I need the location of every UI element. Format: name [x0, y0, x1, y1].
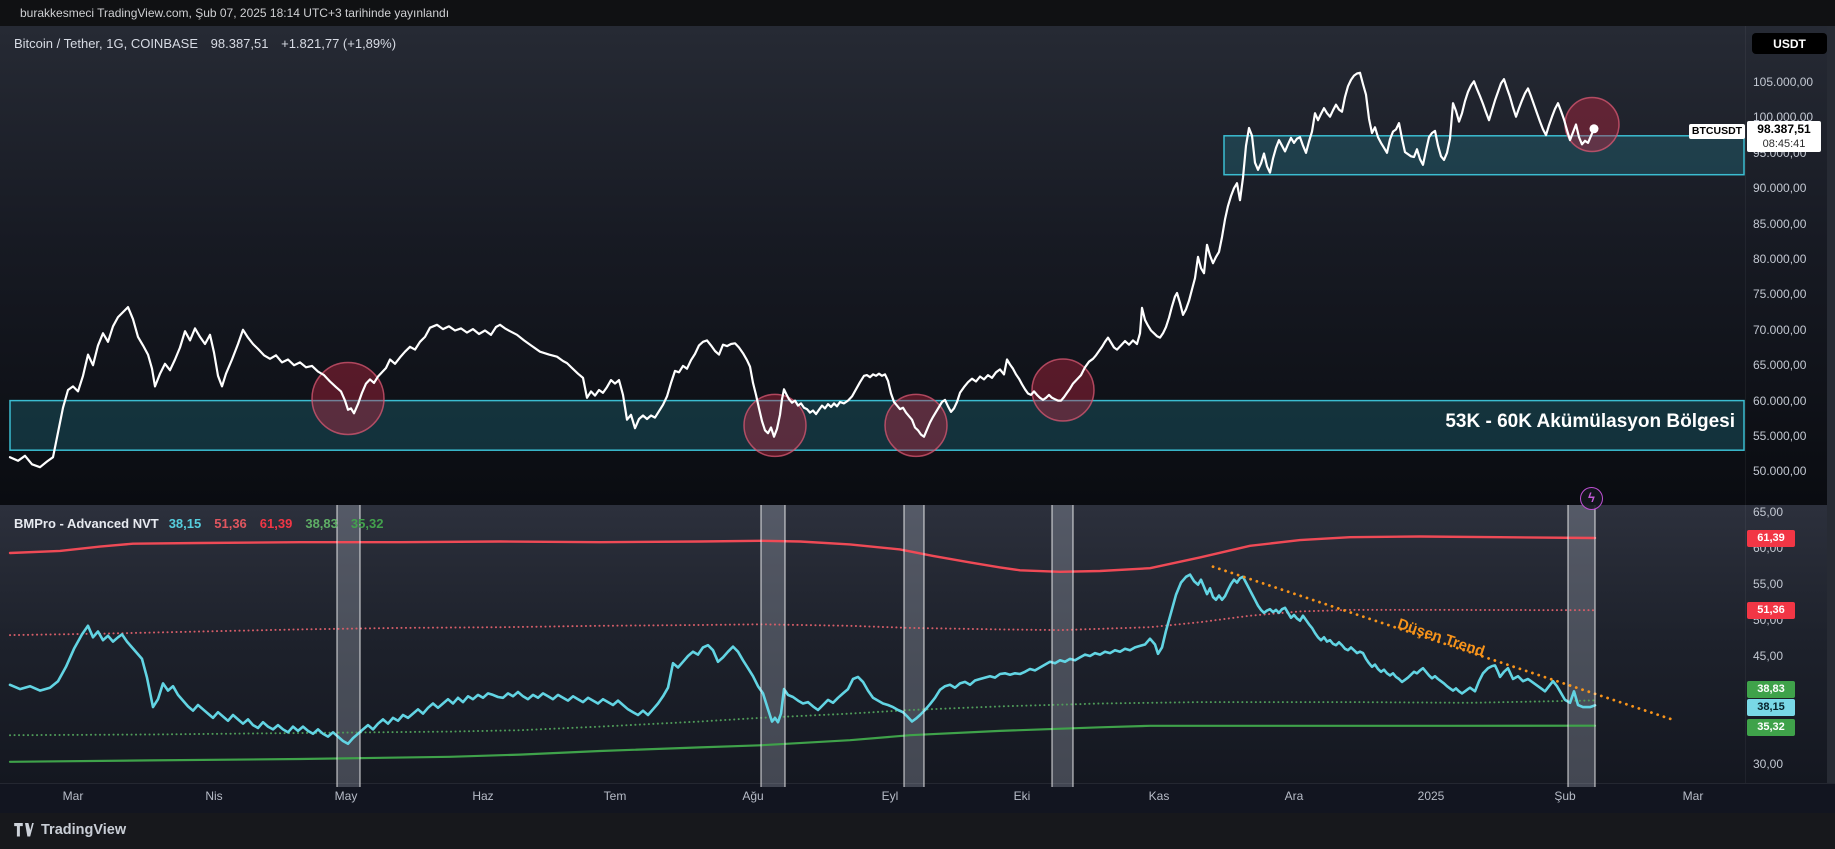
time-label-mar: Mar — [62, 789, 84, 803]
tradingview-logo-text: TradingView — [41, 822, 127, 838]
right-edge-strip — [1827, 26, 1835, 783]
price-tick-105k: 105.000,00 — [1753, 75, 1814, 89]
time-label-eyl: Eyl — [881, 789, 899, 803]
price-scale-separator — [1745, 26, 1746, 783]
nvt-tick-45: 45,00 — [1753, 649, 1784, 663]
time-label-nis: Nis — [205, 789, 223, 803]
time-label-kas: Kas — [1148, 789, 1170, 803]
symbol-title: Bitcoin / Tether, 1G, COINBASE — [14, 36, 199, 51]
price-tick-90k: 90.000,00 — [1753, 181, 1807, 195]
symbol-last-price: 98.387,51 — [210, 36, 269, 51]
indicator-value: 35,32 — [350, 516, 384, 531]
indicator-value-tag-38-15: 38,15 — [1747, 699, 1795, 716]
price-tick-75k: 75.000,00 — [1753, 287, 1807, 301]
time-label-haz: Haz — [472, 789, 494, 803]
byline-text: burakkesmeci TradingView.com, Şub 07, 20… — [20, 6, 450, 20]
indicator-header: BMPro - Advanced NVT 38,15 51,36 61,39 38,83… — [14, 516, 396, 531]
symbol-price-tag: BTCUSDT — [1689, 124, 1745, 139]
tradingview-logo-icon — [14, 823, 34, 837]
price-tick-85k: 85.000,00 — [1753, 217, 1807, 231]
time-label-tem: Tem — [603, 789, 627, 803]
price-tick-65k: 65.000,00 — [1753, 358, 1807, 372]
byline-bar: burakkesmeci TradingView.com, Şub 07, 20… — [0, 0, 1835, 26]
footer-bar — [0, 813, 1835, 849]
bar-countdown: 08:45:41 — [1762, 138, 1806, 150]
current-price-label: 98.387,51 08:45:41 — [1747, 121, 1821, 152]
indicator-value: 51,36 — [214, 516, 247, 531]
time-label-may: May — [334, 789, 358, 803]
indicator-value-tag-51-36: 51,36 — [1747, 602, 1795, 619]
time-label-ara: Ara — [1284, 789, 1304, 803]
time-label-mar: Mar — [1682, 789, 1704, 803]
indicator-value: 38,83 — [305, 516, 338, 531]
time-axis-bar[interactable] — [0, 783, 1835, 813]
symbol-change: +1.821,77 (+1,89%) — [281, 36, 397, 51]
time-label-ağu: Ağu — [742, 789, 764, 803]
boost-lightning-icon[interactable]: ϟ — [1580, 487, 1603, 510]
price-pane[interactable] — [0, 26, 1835, 505]
indicator-title: BMPro - Advanced NVT — [14, 516, 159, 531]
tradingview-logo[interactable]: TradingView — [14, 822, 126, 838]
symbol-header: Bitcoin / Tether, 1G, COINBASE 98.387,51… — [14, 36, 405, 51]
indicator-value: 38,15 — [168, 516, 202, 531]
price-tick-60k: 60.000,00 — [1753, 394, 1807, 408]
indicator-value: 61,39 — [259, 516, 293, 531]
price-tick-70k: 70.000,00 — [1753, 323, 1807, 337]
nvt-tick-30: 30,00 — [1753, 757, 1784, 771]
price-tick-50k: 50.000,00 — [1753, 464, 1807, 478]
time-label-şub: Şub — [1554, 789, 1576, 803]
price-tick-55k: 55.000,00 — [1753, 429, 1807, 443]
price-tick-100k: 100.000,00 — [1753, 110, 1814, 124]
price-tick-80k: 80.000,00 — [1753, 252, 1807, 266]
indicator-values: 38,15 51,36 61,39 38,83 35,32 — [169, 516, 397, 531]
indicator-value-tag-38-83: 38,83 — [1747, 681, 1795, 698]
current-price-value: 98.387,51 — [1757, 122, 1811, 136]
accumulation-zone-label: 53K - 60K Akümülasyon Bölgesi — [1445, 411, 1735, 432]
currency-toggle-button[interactable]: USDT — [1752, 33, 1827, 54]
indicator-value-tag-35-32: 35,32 — [1747, 719, 1795, 736]
time-label-eki: Eki — [1013, 789, 1031, 803]
nvt-indicator-pane[interactable] — [0, 505, 1835, 783]
nvt-tick-65: 65,00 — [1753, 505, 1784, 519]
time-label-2025: 2025 — [1417, 789, 1445, 803]
indicator-value-tag-61-39: 61,39 — [1747, 530, 1795, 547]
nvt-tick-55: 55,00 — [1753, 577, 1784, 591]
